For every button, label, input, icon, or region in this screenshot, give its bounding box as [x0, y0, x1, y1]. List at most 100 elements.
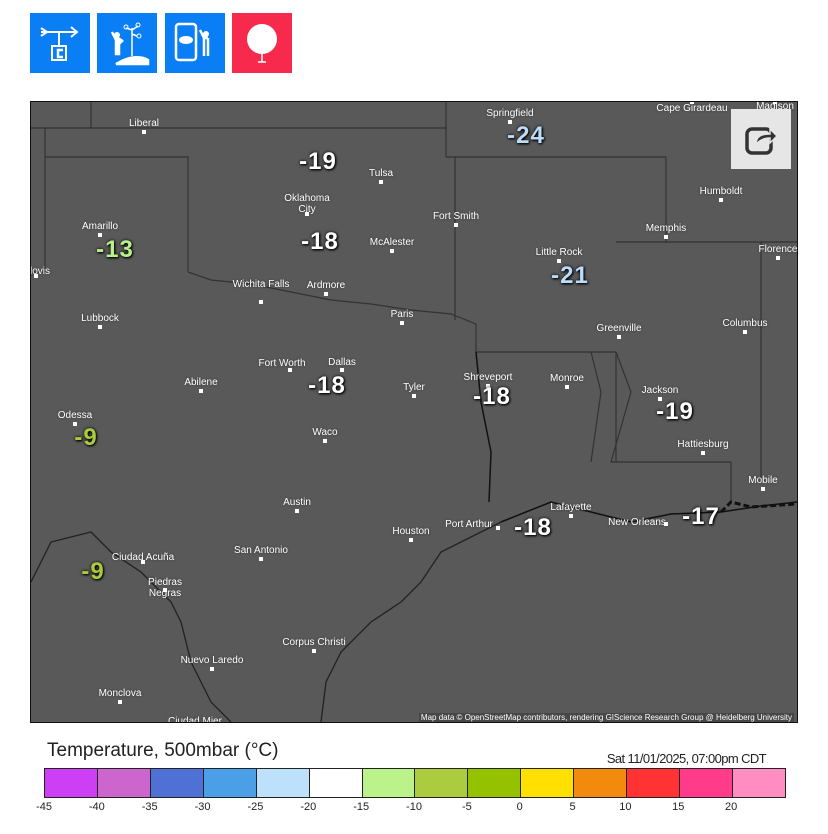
scale-tick-label: -45: [36, 801, 52, 813]
color-scale-swatch: [362, 769, 416, 797]
city-label: lovis: [30, 266, 51, 277]
city-label: Ardmore: [306, 280, 346, 291]
temperature-label: -9: [74, 424, 98, 451]
city-marker: [379, 180, 383, 184]
legend-time: Sat 11/01/2025, 07:00pm CDT: [606, 751, 767, 766]
city-marker: [569, 514, 573, 518]
city-label: Dallas: [328, 357, 356, 368]
city-label: Madison: [756, 101, 794, 112]
city-label: McAlester: [369, 237, 415, 248]
temperature-label: -21: [551, 262, 589, 289]
city-marker: [690, 102, 694, 104]
temperature-label: -19: [299, 148, 337, 175]
scale-tick-label: 15: [672, 801, 685, 813]
city-label: New Orleans: [608, 517, 666, 528]
city-marker: [617, 335, 621, 339]
city-marker: [557, 259, 561, 263]
city-marker: [98, 233, 102, 237]
color-scale-swatch: [574, 769, 628, 797]
temperature-label: -19: [656, 398, 694, 425]
color-scale-swatch: [468, 769, 522, 797]
city-marker: [142, 130, 146, 134]
color-scale: [44, 768, 786, 798]
city-label: Lubbock: [81, 313, 119, 324]
city-label: Jackson: [641, 385, 679, 396]
city-label: Shreveport: [463, 372, 513, 383]
legend-title: Temperature, 500mbar (°C): [47, 740, 279, 761]
share-icon: [745, 127, 778, 155]
color-scale-swatch: [256, 769, 310, 797]
city-marker: [496, 526, 500, 530]
color-scale-swatch: [732, 769, 785, 797]
temperature-label: -18: [301, 228, 339, 255]
temperature-label: -18: [473, 383, 511, 410]
city-marker: [163, 588, 167, 592]
map-attribution: Map data © OpenStreetMap contributors, r…: [418, 713, 794, 722]
city-marker: [323, 439, 327, 443]
temperature-label: -24: [507, 122, 545, 149]
city-marker: [508, 120, 512, 124]
city-label: San Antonio: [234, 545, 288, 556]
weather-observer-icon: [110, 22, 150, 66]
color-scale-swatch: [203, 769, 257, 797]
city-marker: [259, 300, 263, 304]
city-label: Corpus Christi: [282, 637, 346, 648]
city-marker: [210, 667, 214, 671]
city-marker: [295, 509, 299, 513]
temperature-label: -18: [514, 514, 552, 541]
scale-tick-label: 0: [516, 801, 523, 813]
city-label: Ciudad Mier: [168, 716, 222, 723]
city-label: Tulsa: [368, 168, 394, 179]
phone-weather-icon: [174, 22, 210, 62]
city-label: Columbus: [722, 318, 768, 329]
city-marker: [312, 649, 316, 653]
city-label: Houston: [392, 526, 430, 537]
city-marker: [199, 389, 203, 393]
city-marker: [340, 368, 344, 372]
city-marker: [658, 397, 662, 401]
color-scale-swatch: [309, 769, 363, 797]
city-label: Paris: [390, 309, 414, 320]
weather-balloon-button[interactable]: [232, 13, 292, 73]
city-label: Memphis: [645, 223, 687, 234]
city-label: Odessa: [57, 410, 93, 421]
scale-tick-label: -35: [141, 801, 158, 813]
map-borders: [31, 102, 797, 722]
city-label: Monclova: [98, 688, 142, 699]
city-label: Wichita Falls: [232, 279, 290, 290]
city-label: Little Rock: [535, 247, 583, 258]
color-scale-swatch: [680, 769, 733, 797]
city-marker: [773, 102, 777, 104]
share-button[interactable]: [731, 109, 791, 169]
city-label: Hattiesburg: [677, 439, 729, 450]
city-label: Waco: [312, 427, 338, 438]
city-marker: [390, 249, 394, 253]
color-scale-swatch: [415, 769, 469, 797]
wind-vane-temperature-icon: [40, 26, 79, 61]
city-marker: [34, 274, 38, 278]
color-scale-swatch: [97, 769, 151, 797]
city-marker: [141, 560, 145, 564]
city-marker: [454, 223, 458, 227]
city-marker: [324, 292, 328, 296]
city-label: Amarillo: [81, 221, 119, 232]
city-label: Monroe: [550, 373, 584, 384]
city-label: Oklahoma City: [284, 193, 330, 215]
phone-weather-button[interactable]: [165, 13, 225, 73]
city-label: Nuevo Laredo: [180, 655, 244, 666]
temperature-label: -18: [308, 372, 346, 399]
city-marker: [486, 384, 490, 388]
city-label: Greenville: [596, 323, 642, 334]
city-marker: [193, 722, 197, 723]
scale-tick-label: 20: [725, 801, 738, 813]
wind-vane-button[interactable]: [30, 13, 90, 73]
scale-tick-label: -40: [88, 801, 105, 813]
weather-map[interactable]: Liberal Springfield Cape Girardeau Madison T…: [30, 101, 798, 723]
city-label: Mobile: [748, 475, 778, 486]
city-label: Humboldt: [699, 186, 743, 197]
city-marker: [412, 394, 416, 398]
observer-button[interactable]: [97, 13, 157, 73]
city-marker: [565, 385, 569, 389]
temperature-label: -9: [81, 558, 105, 585]
color-scale-swatch: [521, 769, 575, 797]
